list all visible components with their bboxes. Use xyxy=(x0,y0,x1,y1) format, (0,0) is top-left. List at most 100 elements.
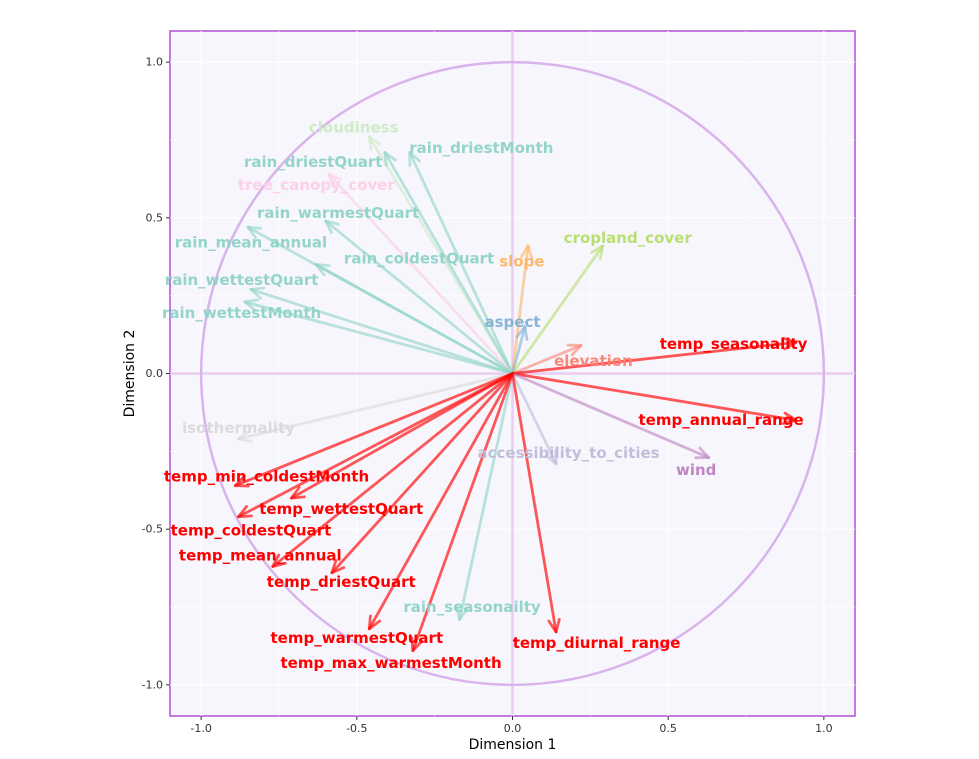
arrow-shaft xyxy=(511,244,530,375)
arrow-shaft xyxy=(243,300,514,375)
arrow-head xyxy=(383,151,397,167)
x-tick-label: 0.0 xyxy=(504,722,522,735)
arrow-temp_seasonality xyxy=(511,336,798,375)
arrow-temp_mean_annual xyxy=(271,372,514,568)
arrow-head xyxy=(566,343,583,357)
arrow-head xyxy=(519,244,534,260)
arrow-shaft xyxy=(511,372,798,422)
variable-label: elevation xyxy=(554,352,633,370)
arrow-head xyxy=(694,446,711,460)
x-tick-label: 1.0 xyxy=(815,722,833,735)
arrow-cropland_cover xyxy=(511,244,605,375)
variable-label: accessibility_to_cities xyxy=(477,444,659,462)
arrow-head xyxy=(290,486,306,500)
correlation-circle xyxy=(199,60,826,687)
arrow-slope xyxy=(511,244,534,375)
arrow-shaft xyxy=(411,372,514,653)
y-tick-label: -0.5 xyxy=(142,523,163,536)
arrow-wind xyxy=(511,372,711,460)
arrow-shaft xyxy=(314,263,514,375)
variable-label: temp_coldestQuart xyxy=(171,522,332,540)
arrow-shaft xyxy=(511,244,605,375)
variable-label: wind xyxy=(676,461,716,479)
variable-label: temp_wettestQuart xyxy=(259,500,423,518)
arrow-head xyxy=(327,172,343,188)
variable-label: rain_coldestQuart xyxy=(344,249,494,267)
variable-label: temp_annual_range xyxy=(638,411,803,429)
arrow-head xyxy=(515,325,529,342)
arrow-shaft xyxy=(408,151,514,375)
arrow-head xyxy=(410,636,424,653)
arrow-accessibility_to_cities xyxy=(511,372,558,466)
y-tick-label: -1.0 xyxy=(142,678,163,691)
variable-label: temp_min_coldestMonth xyxy=(164,467,369,485)
variable-label: slope xyxy=(499,252,544,270)
variable-arrows xyxy=(233,135,798,653)
arrow-head xyxy=(233,474,250,488)
variable-label: rain_driestMonth xyxy=(409,139,553,157)
arrow-temp_warmestQuart xyxy=(367,372,514,631)
variable-label: rain_wettestMonth xyxy=(162,304,321,322)
x-axis-title: Dimension 1 xyxy=(469,737,557,753)
variable-label: rain_seasonailty xyxy=(403,598,541,616)
arrow-rain_wettestMonth xyxy=(243,298,514,375)
variable-label: temp_driestQuart xyxy=(267,573,416,591)
variable-label: rain_warmestQuart xyxy=(257,204,419,222)
arrow-head xyxy=(781,411,798,425)
arrow-head xyxy=(590,244,605,260)
arrow-head xyxy=(237,505,253,519)
arrow-shaft xyxy=(511,372,558,466)
variable-label: tree_canopy_cover xyxy=(238,176,396,194)
variable-label: rain_driestQuart xyxy=(244,153,383,171)
axes: -1.0 -0.5 0.0 0.5 1.0 -1.0 -0.5 0.0 0.5 1.0 xyxy=(142,56,833,735)
variable-label: cropland_cover xyxy=(564,229,693,247)
arrow-tree_canopy_cover xyxy=(327,172,514,375)
arrow-head xyxy=(324,219,340,234)
arrow-shaft xyxy=(249,288,514,375)
arrow-temp_min_coldestMonth xyxy=(233,372,514,488)
arrow-rain_driestQuart xyxy=(383,151,514,375)
variable-label: aspect xyxy=(484,313,540,331)
arrow-head xyxy=(246,225,263,239)
arrow-aspect xyxy=(511,325,529,375)
arrow-head xyxy=(330,559,346,575)
x-tick-label: 0.5 xyxy=(659,722,677,735)
variable-label: rain_mean_annual xyxy=(175,234,327,252)
arrow-temp_annual_range xyxy=(511,372,798,425)
variable-label: temp_warmestQuart xyxy=(271,629,444,647)
arrow-shaft xyxy=(237,372,514,441)
arrow-shaft xyxy=(511,325,527,375)
x-tick-label: -1.0 xyxy=(190,722,211,735)
arrow-head xyxy=(237,429,253,443)
arrow-shaft xyxy=(233,372,514,487)
arrow-shaft xyxy=(458,372,514,621)
arrow-isothermality xyxy=(237,372,514,443)
x-tick-label: -0.5 xyxy=(346,722,367,735)
variable-label: rain_wettestQuart xyxy=(165,271,319,289)
variable-labels: cloudiness rain_driestMonth rain_driestQua… xyxy=(162,119,808,673)
arrow-shaft xyxy=(367,372,514,631)
arrow-elevation xyxy=(511,343,583,375)
arrow-head xyxy=(455,605,469,621)
arrow-shaft xyxy=(383,151,514,375)
arrow-head xyxy=(782,336,798,351)
arrow-temp_diurnal_range xyxy=(511,372,561,634)
variable-label: temp_max_warmestMonth xyxy=(280,654,501,672)
arrow-temp_max_warmestMonth xyxy=(410,372,514,653)
arrow-head xyxy=(249,286,266,300)
variable-label: temp_seasonality xyxy=(660,335,808,353)
arrow-head xyxy=(271,553,287,568)
arrow-head xyxy=(243,298,259,312)
arrow-shaft xyxy=(511,344,583,375)
arrow-shaft xyxy=(327,172,514,375)
arrow-head xyxy=(544,449,558,466)
arrow-head xyxy=(367,135,382,152)
arrow-head xyxy=(547,617,561,634)
arrow-shaft xyxy=(330,372,514,575)
arrow-shaft xyxy=(511,372,558,634)
arrow-shaft xyxy=(324,219,514,375)
arrow-shaft xyxy=(271,372,514,568)
arrow-temp_coldestQuart xyxy=(237,372,514,519)
arrow-shaft xyxy=(511,340,798,375)
